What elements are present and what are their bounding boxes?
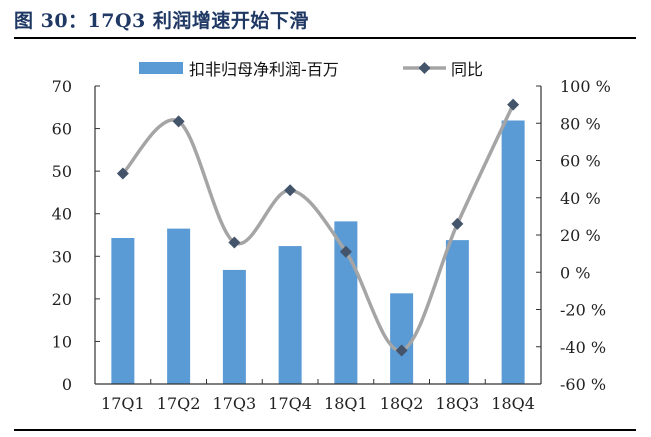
right-tick-label: 40 %	[560, 189, 601, 208]
diamond-marker	[116, 167, 129, 180]
legend-bar-label: 扣非归母净利润-百万	[189, 60, 339, 79]
yoy-line	[121, 103, 515, 353]
left-tick-label: 0	[62, 375, 72, 394]
legend-diamond-icon	[418, 62, 431, 74]
diamond-marker	[172, 115, 185, 128]
bar	[278, 246, 302, 384]
right-tick-label: -20 %	[560, 301, 606, 320]
right-tick-label: -60 %	[560, 375, 606, 394]
bar	[111, 237, 135, 384]
diamond-marker	[339, 245, 352, 258]
legend-line-label: 同比	[451, 60, 483, 79]
x-tick-label: 18Q2	[380, 394, 424, 413]
diamond-marker	[228, 236, 241, 249]
title-rule	[14, 37, 636, 39]
left-tick-label: 10	[52, 332, 72, 351]
right-tick-label: 0 %	[560, 263, 590, 282]
x-tick-label: 17Q4	[268, 394, 312, 413]
bar	[167, 228, 191, 384]
left-tick-label: 60	[52, 120, 72, 139]
footer-rule	[14, 429, 636, 431]
x-tick-label: 17Q3	[213, 394, 257, 413]
bar	[445, 240, 469, 384]
bar	[390, 293, 414, 384]
right-tick-label: 60 %	[560, 152, 601, 171]
x-tick-label: 18Q3	[436, 394, 480, 413]
x-tick-label: 18Q1	[324, 394, 368, 413]
diamond-marker	[395, 344, 408, 357]
bar	[501, 120, 525, 385]
diamond-marker	[507, 98, 520, 111]
left-tick-label: 30	[52, 247, 72, 266]
legend-bar-swatch	[139, 62, 183, 74]
right-tick-label: 80 %	[560, 114, 601, 133]
x-tick-label: 17Q1	[101, 394, 145, 413]
right-tick-label: 100 %	[560, 77, 611, 96]
left-tick-label: 40	[52, 205, 72, 224]
left-tick-label: 20	[52, 290, 72, 309]
left-tick-label: 50	[52, 162, 72, 181]
left-tick-label: 70	[52, 77, 72, 96]
right-tick-label: 20 %	[560, 226, 601, 245]
right-tick-label: -40 %	[560, 338, 606, 357]
x-tick-label: 17Q2	[157, 394, 201, 413]
diamond-marker	[451, 217, 464, 230]
figure-title: 图 30：17Q3 利润增速开始下滑	[14, 10, 309, 32]
diamond-marker	[284, 184, 297, 197]
bar	[222, 269, 246, 384]
x-tick-label: 18Q4	[491, 394, 535, 413]
